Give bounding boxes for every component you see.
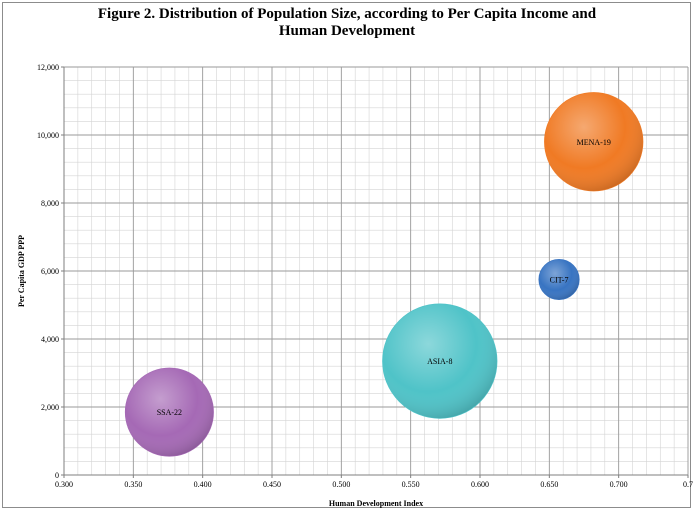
bubble-label: MENA-19 xyxy=(577,138,611,147)
x-tick-label: 0.500 xyxy=(332,480,350,489)
bubble-ssa-22: SSA-22 xyxy=(124,367,214,457)
y-tick-label: 8,000 xyxy=(41,199,59,208)
bubble-cit-7: CIT-7 xyxy=(538,258,580,301)
x-tick-label: 0.7 xyxy=(683,480,693,489)
x-tick-label: 0.650 xyxy=(540,480,558,489)
bubble-shading xyxy=(539,259,579,300)
axes: 0.300 0.350 0.400 0.450 0.500 0.550 0.600 0.650… xyxy=(37,63,693,489)
y-axis-label: Per Capita GDP PPP xyxy=(17,235,26,307)
y-tick-label: 10,000 xyxy=(37,131,59,140)
chart-title: Figure 2. Distribution of Population Siz… xyxy=(0,6,694,40)
y-tick-label: 0 xyxy=(55,471,59,480)
y-tick-label: 12,000 xyxy=(37,63,59,72)
y-tick-label: 6,000 xyxy=(41,267,59,276)
x-axis-label: Human Development Index xyxy=(329,499,423,508)
x-tick-label: 0.300 xyxy=(55,480,73,489)
bubble-label: ASIA-8 xyxy=(427,357,452,366)
x-tick-label: 0.400 xyxy=(194,480,212,489)
y-tick-label: 4,000 xyxy=(41,335,59,344)
x-tick-label: 0.350 xyxy=(124,480,142,489)
x-tick-label: 0.600 xyxy=(471,480,489,489)
bubble-label: CIT-7 xyxy=(550,276,569,285)
bubbles: SSA-22 ASIA-8 CIT-7 MENA-19 xyxy=(124,92,644,457)
x-tick-label: 0.450 xyxy=(263,480,281,489)
x-tick-label: 0.700 xyxy=(610,480,628,489)
bubble-shading xyxy=(382,304,497,419)
chart-title-line1: Figure 2. Distribution of Population Siz… xyxy=(97,6,597,22)
y-tick-label: 2,000 xyxy=(41,403,59,412)
x-tick-label: 0.550 xyxy=(402,480,420,489)
chart-title-line2: Human Development xyxy=(278,23,416,39)
bubble-label: SSA-22 xyxy=(157,408,182,417)
bubble-mena-19: MENA-19 xyxy=(544,92,644,192)
bubble-shading xyxy=(544,92,643,191)
bubble-asia-8: ASIA-8 xyxy=(382,303,498,419)
bubble-shading xyxy=(125,368,214,456)
